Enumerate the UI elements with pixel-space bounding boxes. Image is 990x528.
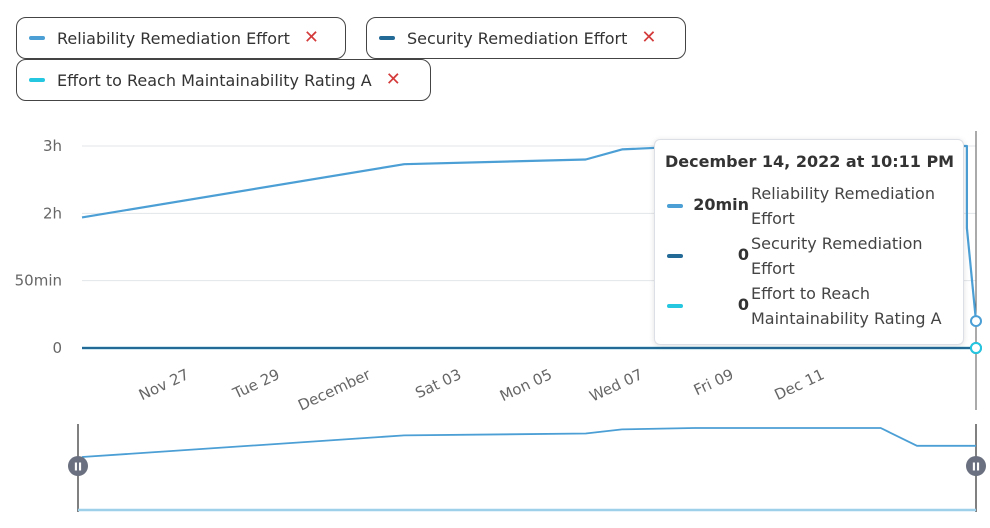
x-tick-label: Fri 09 bbox=[691, 365, 736, 399]
navigator-handle-left-knob[interactable] bbox=[68, 456, 88, 476]
remove-series-security-icon[interactable]: ✕ bbox=[641, 27, 657, 48]
x-tick-label: Mon 05 bbox=[497, 365, 555, 405]
y-axis-ticks: 0 50min 2h 3h bbox=[15, 137, 62, 357]
x-tick-label: Tue 29 bbox=[229, 365, 282, 403]
tooltip-row-reliability: 20min Reliability Remediation Effort bbox=[655, 181, 963, 231]
y-tick-label: 3h bbox=[43, 137, 62, 155]
tooltip-row-maintainability: 0 Effort to Reach Maintainability Rating… bbox=[655, 281, 963, 331]
navigator-handle-left[interactable]: II bbox=[68, 456, 88, 476]
y-tick-label: 0 bbox=[52, 339, 62, 357]
hover-marker-2 bbox=[970, 342, 982, 354]
tooltip-value-reliability: 20min bbox=[693, 195, 749, 214]
x-tick-label: December bbox=[295, 365, 374, 415]
x-tick-label: Nov 27 bbox=[136, 365, 192, 404]
tooltip-value-security: 0 bbox=[737, 245, 749, 264]
legend-swatch-reliability bbox=[29, 36, 45, 40]
navigator-series-line bbox=[81, 427, 976, 458]
tooltip-name-security: Security Remediation Effort bbox=[751, 234, 923, 278]
tooltip-name-reliability: Reliability Remediation Effort bbox=[751, 184, 935, 228]
hover-markers bbox=[970, 315, 982, 354]
tooltip-title: December 14, 2022 at 10:11 PM bbox=[665, 152, 955, 171]
tooltip-row-security: 0 Security Remediation Effort bbox=[655, 231, 963, 281]
y-tick-label: 50min bbox=[15, 272, 62, 290]
legend-label-maintainability: Effort to Reach Maintainability Rating A bbox=[57, 70, 372, 90]
legend-swatch-maintainability bbox=[29, 78, 45, 82]
tooltip-swatch-reliability bbox=[667, 204, 683, 208]
tooltip-name-maintainability: Effort to Reach Maintainability Rating A bbox=[751, 284, 942, 328]
x-tick-label: Wed 07 bbox=[587, 365, 646, 405]
navigator-handle-right[interactable]: II bbox=[966, 456, 986, 476]
range-navigator[interactable]: II II bbox=[68, 424, 986, 512]
chart-tooltip: December 14, 2022 at 10:11 PM 20min Reli… bbox=[654, 139, 964, 345]
legend-swatch-security bbox=[379, 36, 395, 40]
x-tick-label: Dec 11 bbox=[772, 365, 828, 404]
tooltip-swatch-security bbox=[667, 254, 683, 258]
legend-label-security: Security Remediation Effort bbox=[407, 28, 628, 48]
navigator-handle-right-grip-icon: II bbox=[972, 461, 980, 474]
legend-label-reliability: Reliability Remediation Effort bbox=[57, 28, 290, 48]
navigator-handle-right-knob[interactable] bbox=[966, 456, 986, 476]
navigator-handle-left-grip-icon: II bbox=[74, 461, 82, 474]
x-tick-label: Sat 03 bbox=[413, 365, 465, 402]
remove-series-maintainability-icon[interactable]: ✕ bbox=[385, 69, 401, 90]
x-axis-ticks: Nov 27 Tue 29 December Sat 03 Mon 05 Wed 07 Fr… bbox=[136, 365, 827, 415]
legend-chip-security[interactable]: Security Remediation Effort ✕ bbox=[366, 17, 686, 59]
navigator-frame bbox=[78, 424, 976, 512]
tooltip-swatch-maintainability bbox=[667, 304, 683, 308]
legend-chip-maintainability[interactable]: Effort to Reach Maintainability Rating A… bbox=[16, 59, 431, 101]
tooltip-value-maintainability: 0 bbox=[737, 295, 749, 314]
y-tick-label: 2h bbox=[43, 204, 62, 222]
remove-series-reliability-icon[interactable]: ✕ bbox=[303, 27, 319, 48]
hover-marker-0 bbox=[970, 315, 982, 328]
legend-chip-reliability[interactable]: Reliability Remediation Effort ✕ bbox=[16, 17, 346, 59]
